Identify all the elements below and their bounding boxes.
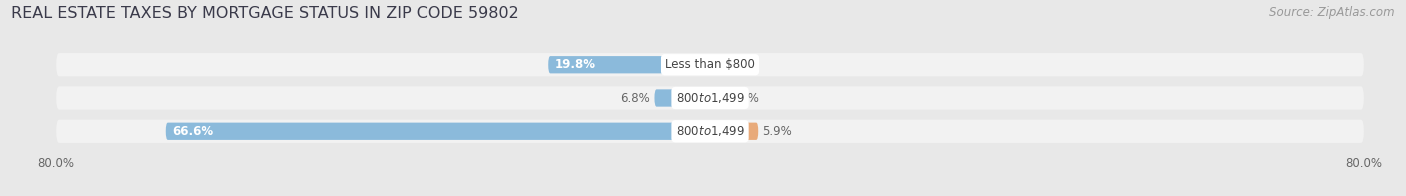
FancyBboxPatch shape [56,120,1364,143]
Text: Less than $800: Less than $800 [665,58,755,71]
FancyBboxPatch shape [710,123,758,140]
FancyBboxPatch shape [56,53,1364,76]
FancyBboxPatch shape [548,56,710,73]
Text: REAL ESTATE TAXES BY MORTGAGE STATUS IN ZIP CODE 59802: REAL ESTATE TAXES BY MORTGAGE STATUS IN … [11,6,519,21]
Text: 1.9%: 1.9% [730,92,759,104]
Text: 0.0%: 0.0% [714,58,744,71]
FancyBboxPatch shape [654,89,710,107]
Text: $800 to $1,499: $800 to $1,499 [675,91,745,105]
Text: $800 to $1,499: $800 to $1,499 [675,124,745,138]
FancyBboxPatch shape [710,89,725,107]
Text: 6.8%: 6.8% [620,92,651,104]
FancyBboxPatch shape [56,86,1364,110]
FancyBboxPatch shape [166,123,710,140]
Text: Source: ZipAtlas.com: Source: ZipAtlas.com [1270,6,1395,19]
Text: 19.8%: 19.8% [554,58,595,71]
Text: 66.6%: 66.6% [172,125,214,138]
Text: 5.9%: 5.9% [762,125,792,138]
